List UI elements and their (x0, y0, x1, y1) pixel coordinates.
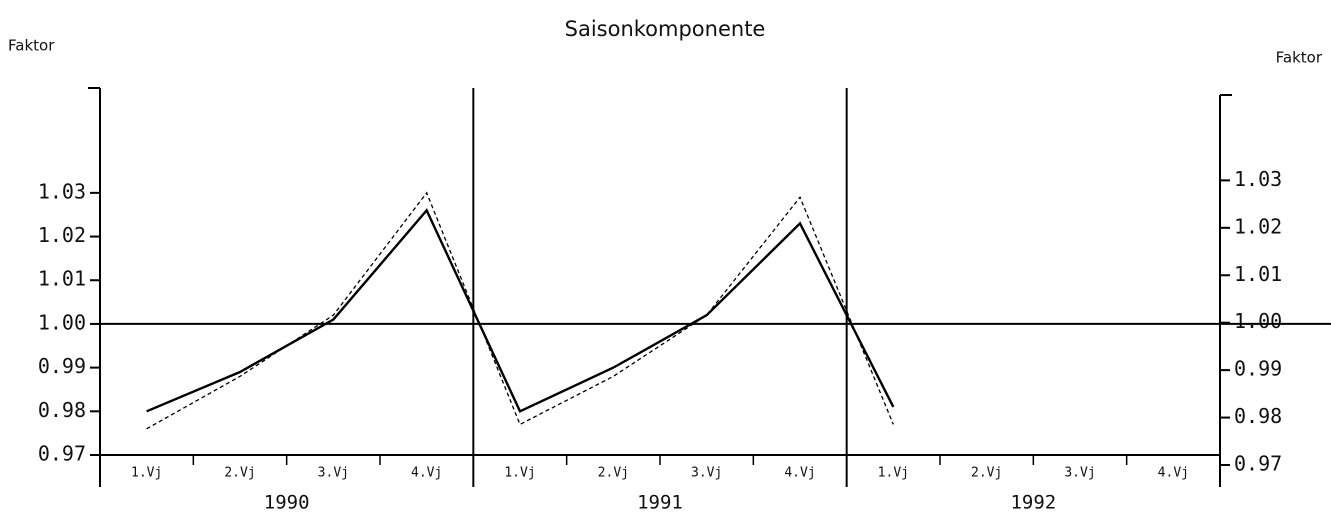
y2-tick-label: 1.02 (1234, 214, 1282, 238)
year-label: 1990 (264, 492, 310, 514)
y2-tick-label: 0.99 (1234, 357, 1282, 381)
x-tick-label: 2.Vj (971, 466, 1002, 481)
y2-tick-label: 1.01 (1234, 262, 1282, 286)
series-line (146, 191, 894, 430)
x-tick-label: 3.Vj (691, 466, 722, 481)
y2-tick-label: 1.00 (1234, 309, 1282, 333)
y-axis-label: Faktor (8, 37, 55, 55)
year-label: 1991 (637, 492, 683, 514)
series-line (146, 208, 895, 413)
y-tick-label: 0.97 (38, 442, 86, 466)
year-label: 1992 (1010, 492, 1056, 514)
x-tick-label: 4.Vj (1158, 466, 1189, 481)
x-tick-label: 2.Vj (224, 466, 255, 481)
y2-tick-label: 1.03 (1234, 167, 1282, 191)
y2-axis-label: Faktor (1276, 49, 1323, 67)
chart-title: Saisonkomponente (565, 17, 766, 41)
x-tick-label: 2.Vj (598, 466, 629, 481)
y-tick-label: 1.00 (38, 310, 86, 334)
x-tick-label: 4.Vj (411, 466, 442, 481)
y2-tick-label: 0.98 (1234, 404, 1282, 428)
x-tick-label: 1.Vj (504, 466, 535, 481)
y-tick-label: 1.01 (38, 267, 86, 291)
y-tick-label: 0.98 (38, 398, 86, 422)
x-tick-label: 4.Vj (784, 466, 815, 481)
y-tick-label: 0.99 (38, 354, 86, 378)
y-tick-label: 1.02 (38, 223, 86, 247)
x-tick-label: 3.Vj (318, 466, 349, 481)
x-tick-label: 3.Vj (1064, 466, 1095, 481)
x-tick-label: 1.Vj (878, 466, 909, 481)
y-tick-label: 1.03 (38, 179, 86, 203)
y2-tick-label: 0.97 (1234, 452, 1282, 476)
x-tick-label: 1.Vj (131, 466, 162, 481)
